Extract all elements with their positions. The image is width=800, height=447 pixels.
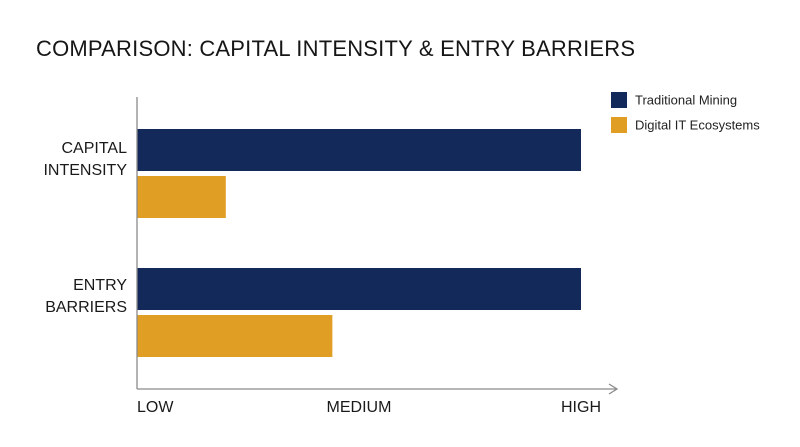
category-label-0-line-0: CAPITAL	[62, 140, 128, 157]
x-tick-label-high: HIGH	[561, 399, 601, 416]
x-tick-label-medium: MEDIUM	[327, 399, 392, 416]
bar-digital-it-ecosystems-1	[137, 315, 333, 357]
category-label-1-line-1: BARRIERS	[45, 299, 127, 316]
legend-swatch-1	[611, 117, 627, 133]
legend-label-0: Traditional Mining	[635, 93, 737, 108]
bar-digital-it-ecosystems-0	[137, 176, 226, 218]
category-label-0-line-1: INTENSITY	[43, 162, 127, 179]
legend-swatch-0	[611, 92, 627, 108]
bar-traditional-mining-1	[137, 268, 581, 310]
chart-title: COMPARISON: CAPITAL INTENSITY & ENTRY BA…	[36, 36, 636, 61]
bar-traditional-mining-0	[137, 129, 581, 171]
category-label-1-line-0: ENTRY	[73, 277, 127, 294]
x-axis-arrow-icon	[608, 383, 619, 395]
x-tick-label-low: LOW	[137, 399, 174, 416]
legend-label-1: Digital IT Ecosystems	[635, 118, 760, 133]
